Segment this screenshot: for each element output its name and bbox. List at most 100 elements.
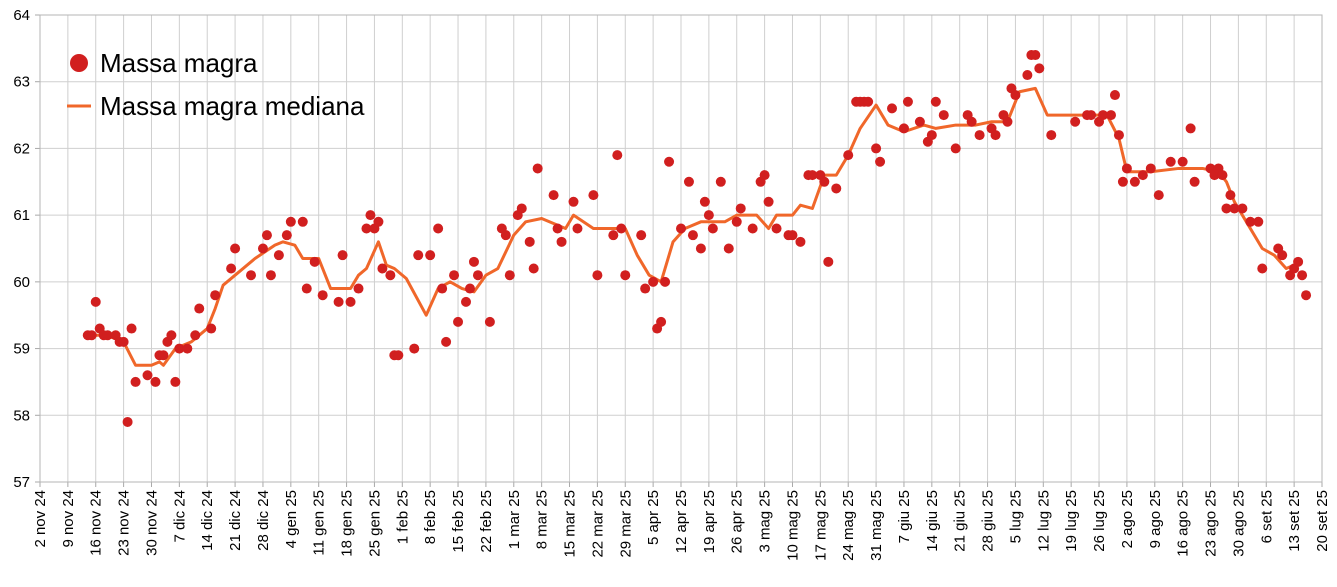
data-point-massa-magra	[1145, 163, 1156, 174]
data-point-massa-magra	[472, 270, 483, 281]
data-point-massa-magra	[1301, 290, 1312, 301]
data-point-massa-magra	[608, 230, 619, 241]
x-tick-label: 5 lug 25	[1007, 490, 1024, 543]
data-point-massa-magra	[807, 170, 818, 181]
data-point-massa-magra	[528, 263, 539, 274]
data-point-massa-magra	[1221, 203, 1232, 214]
data-point-massa-magra	[190, 330, 201, 341]
data-point-massa-magra	[887, 103, 898, 114]
y-tick-label: 57	[13, 474, 30, 491]
data-point-massa-magra	[524, 236, 535, 247]
data-point-massa-magra	[150, 376, 161, 387]
data-point-massa-magra	[437, 283, 448, 294]
y-tick-label: 62	[13, 140, 30, 157]
data-point-massa-magra	[1253, 216, 1264, 227]
x-tick-label: 16 ago 25	[1175, 490, 1192, 557]
x-tick-label: 19 lug 25	[1063, 490, 1080, 552]
x-tick-label: 12 lug 25	[1035, 490, 1052, 552]
data-point-massa-magra	[771, 223, 782, 234]
x-tick-label: 12 apr 25	[673, 490, 690, 553]
axes	[35, 14, 1323, 487]
x-tick-label: 21 dic 24	[227, 490, 244, 551]
data-point-massa-magra	[1165, 156, 1176, 167]
data-point-massa-magra	[393, 350, 404, 361]
y-axis-tick-labels: 57 58 59 60 61 62 63 64	[13, 7, 30, 491]
data-point-massa-magra	[281, 230, 292, 241]
data-point-massa-magra	[1245, 216, 1256, 227]
x-tick-label: 23 nov 24	[116, 490, 133, 556]
data-point-massa-magra	[385, 270, 396, 281]
data-point-massa-magra	[309, 256, 320, 267]
data-point-massa-magra	[990, 130, 1001, 141]
data-point-massa-magra	[1153, 190, 1164, 201]
data-point-massa-magra	[1297, 270, 1308, 281]
data-point-massa-magra	[365, 210, 376, 221]
legend-label-massa-magra-mediana: Massa magra mediana	[100, 91, 365, 121]
data-point-massa-magra	[158, 350, 169, 361]
data-point-massa-magra	[683, 176, 694, 187]
x-tick-label: 14 dic 24	[199, 490, 216, 551]
y-tick-label: 60	[13, 274, 30, 291]
data-point-massa-magra	[246, 270, 257, 281]
data-point-massa-magra	[130, 376, 141, 387]
data-point-massa-magra	[703, 210, 714, 221]
data-point-massa-magra	[317, 290, 328, 301]
x-tick-label: 13 set 25	[1286, 490, 1303, 552]
data-point-massa-magra	[1046, 130, 1057, 141]
x-tick-label: 11 gen 25	[311, 490, 328, 556]
data-point-massa-magra	[461, 296, 472, 307]
data-point-massa-magra	[1229, 203, 1240, 214]
data-point-massa-magra	[182, 343, 193, 354]
data-point-massa-magra	[1086, 110, 1097, 121]
data-point-massa-magra	[548, 190, 559, 201]
data-point-massa-magra	[1070, 116, 1081, 127]
x-tick-label: 15 feb 25	[450, 490, 467, 553]
x-tick-label: 28 giu 25	[980, 490, 997, 552]
data-point-massa-magra	[102, 330, 113, 341]
data-point-massa-magra	[257, 243, 268, 254]
x-tick-label: 14 giu 25	[924, 490, 941, 552]
data-point-massa-magra	[616, 223, 627, 234]
data-point-massa-magra	[1034, 63, 1045, 74]
data-point-massa-magra	[759, 170, 770, 181]
data-point-massa-magra	[1257, 263, 1268, 274]
x-tick-label: 2 ago 25	[1119, 490, 1136, 548]
x-tick-label: 5 apr 25	[645, 490, 662, 545]
data-point-massa-magra	[166, 330, 177, 341]
x-tick-label: 7 giu 25	[896, 490, 913, 543]
x-tick-label: 28 dic 24	[255, 490, 272, 551]
x-tick-label: 9 ago 25	[1147, 490, 1164, 548]
data-point-massa-magra	[1185, 123, 1196, 134]
data-point-massa-magra	[449, 270, 460, 281]
data-point-massa-magra	[142, 370, 153, 381]
x-tick-label: 16 nov 24	[88, 490, 105, 556]
x-tick-label: 20 set 25	[1314, 490, 1331, 552]
data-point-massa-magra	[333, 296, 344, 307]
median-line-layer	[86, 86, 1296, 367]
x-tick-label: 2 nov 24	[32, 490, 49, 548]
data-point-massa-magra	[361, 223, 372, 234]
data-point-massa-magra	[194, 303, 205, 314]
y-tick-label: 61	[13, 207, 30, 224]
data-point-massa-magra	[731, 216, 742, 227]
data-point-massa-magra	[1109, 90, 1120, 101]
x-tick-label: 26 lug 25	[1091, 490, 1108, 552]
data-point-massa-magra	[226, 263, 237, 274]
data-point-massa-magra	[695, 243, 706, 254]
data-point-massa-magra	[464, 283, 475, 294]
data-point-massa-magra	[1277, 250, 1288, 261]
data-point-massa-magra	[648, 276, 659, 287]
x-tick-label: 7 dic 24	[171, 490, 188, 543]
data-point-massa-magra	[409, 343, 420, 354]
x-tick-label: 30 nov 24	[143, 490, 160, 556]
data-point-massa-magra	[353, 283, 364, 294]
data-point-massa-magra	[1177, 156, 1188, 167]
x-tick-label: 17 mag 25	[812, 490, 829, 561]
data-point-massa-magra	[763, 196, 774, 207]
data-point-massa-magra	[441, 336, 452, 347]
data-point-massa-magra	[950, 143, 961, 154]
data-point-massa-magra	[265, 270, 276, 281]
data-point-massa-magra	[118, 336, 129, 347]
y-tick-label: 58	[13, 407, 30, 424]
